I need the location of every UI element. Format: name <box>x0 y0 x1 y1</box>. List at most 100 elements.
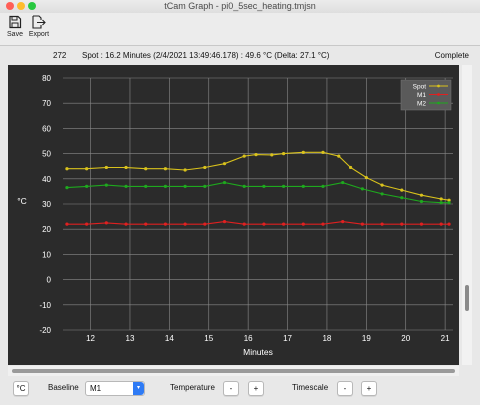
data-point-m1 <box>65 222 69 226</box>
status-line: 272 Spot : 16.2 Minutes (2/4/2021 13:49:… <box>8 49 472 63</box>
data-point-m1 <box>301 222 305 226</box>
save-label: Save <box>7 31 23 38</box>
graph-panel[interactable]: -20 -10 0 10 20 30 40 50 60 70 80 12 13 14 15 16 17 18 19 2… <box>8 65 459 365</box>
data-point-m2 <box>163 184 168 188</box>
legend-label: M2 <box>417 101 426 108</box>
baseline-select[interactable]: M1 ▾ <box>85 381 145 396</box>
data-point-spot <box>242 154 246 158</box>
data-point-m2 <box>144 184 148 188</box>
horizontal-scroll-thumb[interactable] <box>12 369 455 373</box>
series-line-m2 <box>66 182 450 204</box>
data-point-m2 <box>321 184 325 188</box>
data-point-m2 <box>419 199 424 204</box>
y-tick-label: 80 <box>42 74 51 83</box>
timescale-minus-button[interactable]: - <box>337 381 353 396</box>
data-point-spot <box>144 167 148 171</box>
data-point-spot <box>400 188 404 192</box>
window-title: tCam Graph - pi0_5sec_heating.tmjsn <box>164 1 316 11</box>
temperature-minus-button[interactable]: - <box>223 381 239 396</box>
temperature-chart[interactable]: -20 -10 0 10 20 30 40 50 60 70 80 12 13 14 15 16 17 18 19 2… <box>8 65 459 365</box>
data-point-m1 <box>222 220 227 224</box>
data-point-m1 <box>124 222 128 226</box>
data-point-m1 <box>439 222 443 226</box>
horizontal-scrollbar[interactable] <box>8 366 459 376</box>
timescale-plus-button[interactable]: + <box>361 381 377 396</box>
data-point-spot <box>301 150 305 154</box>
legend-marker <box>437 93 440 96</box>
y-tick-label: 50 <box>42 150 51 159</box>
data-point-spot <box>203 165 207 170</box>
data-point-spot <box>270 153 274 157</box>
data-point-m2 <box>203 184 207 188</box>
x-tick-label: 17 <box>283 334 292 343</box>
data-point-m1 <box>419 222 424 226</box>
data-point-spot <box>321 150 325 154</box>
data-point-m2 <box>262 184 266 188</box>
data-point-spot <box>222 162 227 166</box>
x-tick-label: 19 <box>362 334 371 343</box>
y-tick-label: 0 <box>47 276 52 285</box>
vertical-scrollbar[interactable] <box>462 65 472 365</box>
data-point-spot <box>254 153 258 157</box>
data-point-spot <box>104 165 108 170</box>
x-tick-label: 21 <box>441 334 450 343</box>
data-point-m1 <box>400 222 404 226</box>
unit-toggle-button[interactable]: °C <box>13 381 29 396</box>
y-tick-label: 40 <box>42 175 51 184</box>
close-window-button[interactable] <box>6 2 14 10</box>
data-point-m2 <box>341 180 345 185</box>
toolbar: Save Export <box>0 13 480 46</box>
data-point-m2 <box>439 201 443 205</box>
baseline-value: M1 <box>90 384 102 393</box>
data-point-spot <box>282 152 286 156</box>
legend-marker <box>437 101 440 105</box>
zoom-window-button[interactable] <box>28 2 36 10</box>
temperature-plus-button[interactable]: + <box>248 381 264 396</box>
x-tick-label: 16 <box>244 334 253 343</box>
data-point-m2 <box>124 184 128 188</box>
chevron-down-icon: ▾ <box>133 382 144 395</box>
timescale-label: Timescale <box>292 383 329 392</box>
data-point-spot <box>364 175 368 180</box>
y-tick-label: 10 <box>42 250 51 259</box>
data-point-spot <box>183 168 187 172</box>
data-point-m2 <box>104 183 108 187</box>
data-point-m1 <box>380 222 384 226</box>
data-point-m1 <box>163 222 168 226</box>
data-point-m2 <box>301 184 305 188</box>
data-point-spot <box>419 193 424 197</box>
legend-label: M1 <box>417 92 426 99</box>
legend-marker <box>437 84 440 88</box>
data-point-m1 <box>85 222 89 226</box>
data-point-spot <box>447 198 451 202</box>
x-tick-label: 15 <box>204 334 213 343</box>
data-point-m1 <box>183 222 187 226</box>
y-tick-label: 70 <box>42 99 51 108</box>
export-icon <box>32 15 46 29</box>
data-point-m2 <box>183 184 187 188</box>
export-button[interactable]: Export <box>25 14 53 44</box>
save-button[interactable]: Save <box>1 14 29 44</box>
x-tick-label: 14 <box>165 334 174 343</box>
title-bar: tCam Graph - pi0_5sec_heating.tmjsn <box>0 0 480 13</box>
bottom-controls: °C Baseline M1 ▾ Temperature - + Timesca… <box>0 380 480 405</box>
data-point-m2 <box>222 180 227 185</box>
save-icon <box>9 15 22 29</box>
data-point-spot <box>380 183 384 187</box>
y-tick-label: 30 <box>42 200 51 209</box>
y-tick-label: 20 <box>42 225 51 234</box>
data-point-m1 <box>104 221 108 225</box>
data-point-m2 <box>242 184 246 188</box>
data-point-spot <box>439 197 443 201</box>
baseline-label: Baseline <box>48 383 79 392</box>
export-label: Export <box>28 31 50 38</box>
x-tick-label: 18 <box>322 334 331 343</box>
data-point-m1 <box>447 222 451 226</box>
data-point-spot <box>85 167 89 171</box>
data-point-spot <box>163 167 168 171</box>
data-point-spot <box>124 165 128 170</box>
data-point-m1 <box>282 222 286 226</box>
vertical-scroll-thumb[interactable] <box>465 285 469 311</box>
y-tick-label: 60 <box>42 124 51 133</box>
minimize-window-button[interactable] <box>17 2 25 10</box>
